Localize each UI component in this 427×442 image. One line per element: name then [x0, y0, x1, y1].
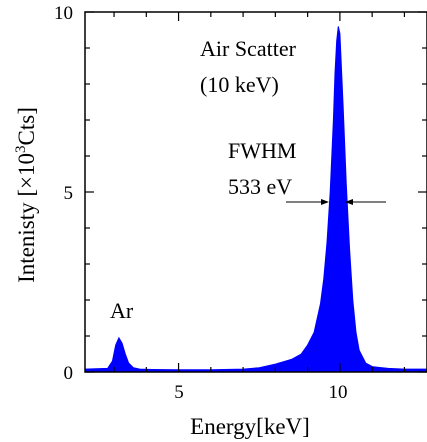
ar-peak-annotation: Ar	[110, 298, 134, 323]
y-tick-label-10: 10	[54, 3, 73, 24]
peak-annotation-line-2: (10 keV)	[200, 72, 279, 97]
fwhm-annotation-line-1: FWHM	[228, 138, 296, 163]
y-axis-title-times: ×	[14, 176, 39, 189]
y-axis-title-prefix: Intenisty [	[14, 189, 39, 283]
y-axis-title: Intenisty [×103Cts]	[13, 107, 39, 283]
axis-ticks	[85, 11, 427, 373]
y-axis-title-suffix: Cts]	[14, 107, 39, 145]
fwhm-annotation-line-2: 533 eV	[228, 174, 292, 199]
x-axis-title: Energy[keV]	[190, 414, 310, 439]
peak-annotation-line-1: Air Scatter	[200, 36, 297, 61]
y-tick-label-0: 0	[64, 363, 74, 384]
y-axis-title-exponent: 3	[13, 145, 29, 153]
x-tick-label-10: 10	[329, 382, 348, 403]
spectrum-area	[84, 26, 427, 373]
y-tick-label-5: 5	[64, 183, 74, 204]
y-axis-title-base: 10	[14, 153, 39, 176]
fwhm-arrows	[286, 191, 426, 205]
x-tick-label-5: 5	[174, 382, 184, 403]
